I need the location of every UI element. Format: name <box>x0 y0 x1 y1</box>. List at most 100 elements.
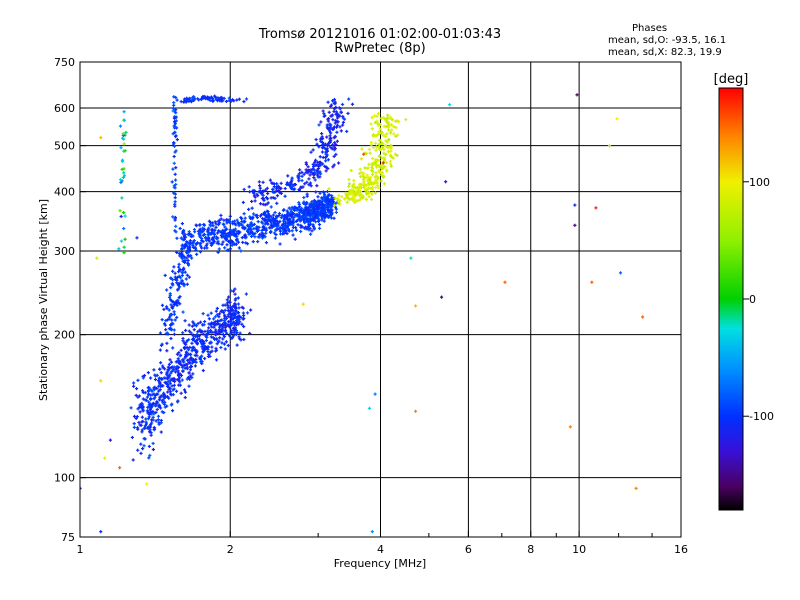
echo-point <box>201 350 205 354</box>
echo-point <box>154 401 158 406</box>
echo-point <box>226 248 231 252</box>
echo-point <box>328 127 332 131</box>
echo-point <box>189 254 193 258</box>
echo-point <box>385 140 389 144</box>
echo-point <box>210 349 214 353</box>
echo-point <box>169 303 173 307</box>
echo-point <box>299 208 303 213</box>
echo-point <box>634 486 638 490</box>
echo-point <box>187 323 191 327</box>
echo-point <box>174 119 178 123</box>
echo-point <box>186 253 190 257</box>
echo-point <box>244 241 248 245</box>
echo-point <box>183 255 187 260</box>
echo-point <box>342 117 347 121</box>
echo-point <box>173 196 177 200</box>
echo-point <box>172 328 176 332</box>
echo-point <box>193 230 197 234</box>
echo-point <box>129 406 133 410</box>
echo-point <box>183 395 187 400</box>
echo-point <box>194 357 198 362</box>
echo-point <box>196 97 200 101</box>
echo-point <box>261 193 265 197</box>
echo-point <box>378 138 382 142</box>
echo-point <box>321 207 325 211</box>
echo-point <box>173 370 178 374</box>
echo-point <box>170 365 175 369</box>
echo-point <box>205 335 209 339</box>
echo-point <box>329 139 333 143</box>
echo-point <box>338 114 342 118</box>
echo-point <box>231 334 236 338</box>
echo-point <box>204 334 208 338</box>
echo-point <box>258 202 263 206</box>
echo-point <box>170 369 174 374</box>
echo-point <box>320 162 325 166</box>
echo-point <box>380 163 384 168</box>
echo-point <box>265 197 270 201</box>
echo-point <box>215 231 220 235</box>
echo-point <box>178 281 182 285</box>
echo-point <box>370 115 374 119</box>
echo-point <box>332 107 337 111</box>
echo-point <box>382 165 386 169</box>
echo-point <box>304 170 308 174</box>
echo-point <box>278 191 282 195</box>
echo-point <box>207 322 211 326</box>
echo-point <box>215 236 219 241</box>
echo-point <box>386 145 390 149</box>
echo-point <box>284 221 288 225</box>
echo-point <box>305 194 309 198</box>
echo-point <box>314 137 318 142</box>
echo-point <box>219 99 224 103</box>
echo-point <box>184 353 188 357</box>
echo-point <box>377 130 381 134</box>
echo-point <box>243 226 247 230</box>
echo-point <box>148 387 152 391</box>
echo-point <box>148 453 152 458</box>
echo-point <box>153 393 157 398</box>
echo-point <box>122 226 126 231</box>
echo-point <box>237 231 241 236</box>
echo-point <box>180 365 185 369</box>
echo-point <box>363 166 367 170</box>
echo-point <box>328 202 333 206</box>
echo-point <box>369 186 373 190</box>
echo-point <box>161 394 165 398</box>
echo-point <box>136 395 140 399</box>
echo-point <box>277 213 281 218</box>
echo-point <box>149 431 153 435</box>
echo-point <box>173 192 178 196</box>
echo-points <box>80 93 645 534</box>
echo-point <box>313 163 318 167</box>
echo-point <box>251 216 255 220</box>
echo-point <box>159 377 164 381</box>
echo-point <box>172 124 176 128</box>
echo-point <box>367 147 372 151</box>
echo-point <box>193 323 197 327</box>
echo-point <box>200 354 204 358</box>
echo-point <box>172 312 177 316</box>
echo-point <box>299 185 303 189</box>
echo-point <box>206 228 210 232</box>
echo-point <box>326 100 330 104</box>
echo-point <box>321 190 325 194</box>
echo-point <box>297 202 302 207</box>
echo-point <box>200 229 204 233</box>
echo-point <box>385 120 389 124</box>
echo-point <box>289 210 293 214</box>
echo-point <box>325 123 329 127</box>
echo-point <box>379 171 383 175</box>
echo-point <box>197 223 202 227</box>
echo-point <box>273 196 277 200</box>
echo-point <box>225 298 229 302</box>
echo-point <box>223 225 227 229</box>
echo-point <box>165 370 169 374</box>
echo-point <box>213 315 218 319</box>
echo-point <box>226 295 231 299</box>
echo-point <box>216 222 221 227</box>
echo-point <box>259 191 263 195</box>
echo-point <box>263 235 267 239</box>
echo-point <box>308 207 312 212</box>
echo-point <box>214 349 218 353</box>
